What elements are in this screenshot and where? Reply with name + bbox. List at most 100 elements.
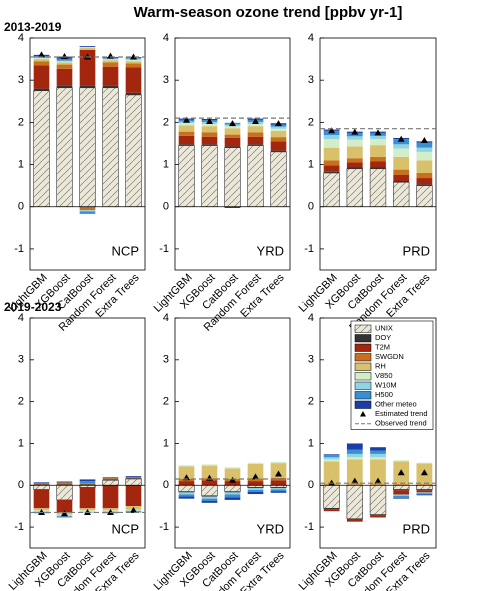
bar-segment <box>102 477 119 479</box>
bar-segment <box>224 137 241 147</box>
period-label: 2019-2023 <box>4 300 62 314</box>
bar-segment <box>393 495 410 498</box>
bar-segment <box>125 476 142 477</box>
bar-segment <box>201 145 218 208</box>
bar-segment <box>270 463 287 478</box>
estimated-marker <box>397 135 405 142</box>
bar-segment <box>393 460 410 462</box>
bar-segment <box>224 492 241 495</box>
bar-segment <box>56 68 73 86</box>
bar-segment <box>270 489 287 492</box>
y-tick-label: -1 <box>14 521 24 533</box>
bar-segment <box>79 481 96 484</box>
legend-swatch <box>354 353 372 362</box>
bar-segment <box>346 139 363 147</box>
y-tick-label: 1 <box>163 158 169 170</box>
bar-segment <box>346 132 363 137</box>
bar-segment <box>247 463 264 479</box>
legend-swatch <box>354 334 372 343</box>
y-tick-label: -1 <box>304 243 314 255</box>
y-tick-label: 0 <box>308 201 314 213</box>
bar-segment <box>33 489 50 509</box>
bar-segment <box>247 487 264 489</box>
bar-segment <box>393 174 410 181</box>
bar-segment <box>56 64 73 69</box>
bar-segment <box>270 488 287 490</box>
y-tick-label: 1 <box>308 158 314 170</box>
bar-segment <box>79 206 96 211</box>
bar-segment <box>102 60 119 63</box>
estimated-marker <box>61 510 68 517</box>
bar-segment <box>178 145 195 208</box>
bar-segment <box>125 63 142 68</box>
bar-segment <box>79 487 96 509</box>
bar-segment <box>323 147 340 161</box>
bar-segment <box>224 484 241 492</box>
estimated-marker <box>420 469 428 476</box>
bar-segment <box>247 488 264 490</box>
bar-segment <box>224 491 241 493</box>
bar-segment <box>416 160 433 173</box>
bar-segment <box>33 482 50 484</box>
bar-segment <box>79 85 96 88</box>
bar-segment <box>56 60 73 62</box>
bar-segment <box>416 184 433 186</box>
bar-segment <box>224 206 241 208</box>
y-tick-label: -1 <box>159 243 169 255</box>
bar-segment <box>323 461 340 485</box>
y-tick-label: 2 <box>18 396 24 408</box>
bar-segment <box>125 485 142 507</box>
bar-segment <box>370 515 386 518</box>
bar-segment <box>393 148 410 157</box>
bar-segment <box>416 151 433 161</box>
bar-segment <box>416 147 433 152</box>
bar-segment <box>178 125 195 132</box>
bar-segment <box>79 211 96 214</box>
plot-frame <box>319 37 437 271</box>
estimated-marker <box>130 506 137 513</box>
bar-segment <box>201 136 218 145</box>
bar-segment <box>270 491 287 493</box>
bar-segment <box>346 136 363 140</box>
estimated-marker <box>61 53 68 60</box>
figure-title: Warm-season ozone trend [ppbv yr-1] <box>134 4 403 21</box>
bar-segment <box>393 494 410 496</box>
bar-segment <box>201 465 218 479</box>
bar-segment <box>323 509 340 512</box>
estimated-marker <box>38 51 45 58</box>
region-label: PRD <box>403 243 430 258</box>
bar-segment <box>346 519 363 522</box>
y-tick-label: 1 <box>308 437 314 449</box>
legend-swatch <box>354 362 372 371</box>
bar-segment <box>247 136 264 145</box>
bar-segment <box>125 59 142 62</box>
bar-segment <box>125 92 142 95</box>
bar-segment <box>393 156 410 170</box>
bar-segment <box>370 161 386 168</box>
y-tick-label: 3 <box>18 74 24 86</box>
bar-segment <box>33 58 50 60</box>
bar-segment <box>346 518 363 520</box>
bar-segment <box>323 135 340 140</box>
bar-segment <box>201 464 218 466</box>
bar-segment <box>346 167 363 169</box>
bar-segment <box>323 484 340 509</box>
bar-segment <box>416 484 433 486</box>
bar-segment <box>102 479 119 481</box>
legend-label: UNIX <box>375 324 393 333</box>
bar-segment <box>33 65 50 89</box>
bar-segment <box>346 443 363 450</box>
bar-segment <box>33 483 50 485</box>
estimated-marker <box>252 473 259 480</box>
bar-segment <box>224 468 241 479</box>
bar-segment <box>393 497 410 499</box>
bar-segment <box>102 87 119 208</box>
y-tick-label: 0 <box>18 201 24 213</box>
estimated-marker <box>206 118 213 125</box>
bar-segment <box>79 87 96 208</box>
y-tick-label: 4 <box>18 32 24 44</box>
bar-segment <box>125 94 142 208</box>
estimated-marker <box>374 477 382 484</box>
bar-segment <box>102 59 119 61</box>
bar-segment <box>56 58 73 61</box>
